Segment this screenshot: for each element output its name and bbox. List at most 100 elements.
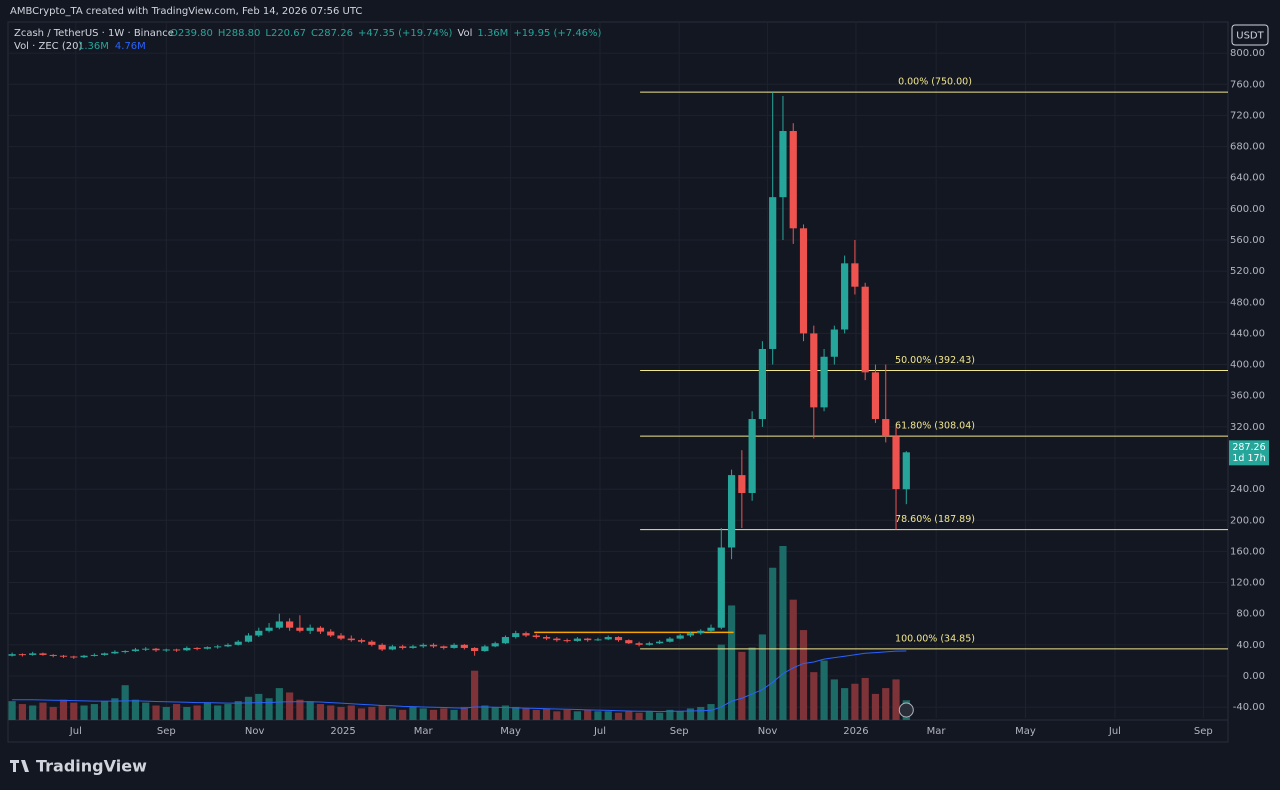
- candle-body: [676, 635, 684, 639]
- footer: [0, 746, 1280, 790]
- y-tick-label: 200.00: [1230, 515, 1265, 526]
- y-tick-label: 480.00: [1230, 297, 1265, 308]
- volume-bar: [49, 706, 57, 720]
- y-tick-label: 720.00: [1230, 110, 1265, 121]
- brand: TradingView: [36, 757, 147, 776]
- volume-bar: [594, 711, 602, 720]
- volume-bar: [419, 708, 427, 720]
- grid: [8, 22, 1228, 718]
- volume-bar: [810, 672, 818, 720]
- candle-body: [614, 637, 623, 641]
- candle-body: [142, 648, 150, 650]
- legend-value: C287.26: [311, 28, 353, 39]
- legend-value: Vol: [457, 28, 472, 39]
- volume-bar: [214, 705, 222, 720]
- legend-value: 1.36M: [477, 28, 508, 39]
- candle-body: [522, 633, 530, 636]
- candle-body: [429, 644, 438, 647]
- candle-body: [512, 633, 520, 638]
- volume-bar: [111, 698, 119, 720]
- candle-body: [347, 638, 355, 641]
- y-tick-label: 320.00: [1230, 422, 1265, 433]
- volume-bar: [471, 670, 479, 720]
- header: AMBCrypto_TA created with TradingView.co…: [10, 6, 362, 17]
- x-tick-label: May: [1015, 726, 1036, 737]
- volume-bar: [779, 546, 787, 720]
- volume-bar: [39, 702, 47, 720]
- volume-bar: [882, 688, 890, 720]
- x-tick-label: Nov: [758, 726, 778, 737]
- candle-body: [748, 419, 756, 494]
- volume-bar: [29, 705, 37, 720]
- volume-bar: [368, 706, 376, 720]
- volume-bar: [286, 692, 294, 720]
- volume-bar: [152, 705, 160, 720]
- y-tick-label: -40.00: [1233, 702, 1265, 713]
- candle-body: [152, 648, 160, 651]
- y-tick-label: 360.00: [1230, 391, 1265, 402]
- volume-bar: [399, 709, 407, 720]
- volume-bar: [244, 696, 253, 720]
- volume-bar: [789, 599, 797, 720]
- candle-body: [39, 653, 47, 655]
- candle-body: [830, 329, 838, 357]
- y-tick-label: 40.00: [1236, 640, 1265, 651]
- candle-body: [121, 651, 129, 653]
- candle-body: [563, 640, 571, 642]
- currency-box[interactable]: [1231, 24, 1269, 46]
- candle-body: [193, 647, 201, 649]
- candle-body: [789, 130, 797, 229]
- price-label: 287.26: [1232, 442, 1265, 453]
- volume-bar: [357, 708, 366, 720]
- volume-bar: [686, 708, 695, 720]
- y-tick-label: 520.00: [1230, 266, 1265, 277]
- candle-body: [419, 644, 427, 647]
- volume-bar: [450, 709, 458, 720]
- y-tick-label: 560.00: [1230, 235, 1265, 246]
- volume-bar: [429, 709, 438, 720]
- volume-bar: [491, 706, 499, 720]
- volume-bar: [830, 679, 838, 720]
- candle-body: [183, 647, 191, 651]
- volume-bar: [481, 705, 489, 720]
- candle-body: [820, 356, 828, 408]
- volume-bar: [841, 688, 849, 720]
- candle-body: [707, 627, 715, 631]
- volume-bar: [522, 708, 530, 720]
- candle-body: [101, 653, 109, 655]
- candle-body: [902, 452, 910, 490]
- x-tick-label: Mar: [927, 726, 947, 737]
- volume-bar: [80, 705, 88, 720]
- volume-bar: [758, 634, 767, 720]
- candle-body: [841, 263, 849, 330]
- candle-body: [471, 647, 479, 652]
- volume-bar: [121, 685, 129, 720]
- volume-bar: [183, 706, 191, 720]
- volume-bar: [697, 706, 705, 720]
- volume-bar: [645, 711, 653, 720]
- candle-body: [59, 655, 68, 657]
- x-tick-label: Mar: [414, 726, 434, 737]
- candle-body: [799, 228, 808, 334]
- candle-body: [666, 638, 674, 642]
- volume-legend-value: 1.36M: [78, 41, 109, 52]
- y-tick-label: 160.00: [1230, 546, 1265, 557]
- currency[interactable]: USDT: [1236, 31, 1264, 42]
- candle-body: [625, 640, 633, 644]
- candle-body: [861, 286, 869, 373]
- volume-bar: [59, 699, 68, 720]
- candle-body: [265, 627, 273, 631]
- candle-body: [882, 419, 890, 437]
- candle-body: [440, 646, 448, 648]
- candle-body: [892, 436, 900, 490]
- candle-body: [553, 638, 561, 641]
- brand-logo: [10, 760, 29, 772]
- y-tick-label: 760.00: [1230, 79, 1265, 90]
- candle-body: [481, 646, 489, 652]
- volume-bar: [70, 702, 78, 720]
- legend-value: O239.80: [170, 28, 213, 39]
- y-tick-label: 640.00: [1230, 173, 1265, 184]
- volume-bar: [162, 706, 170, 720]
- y-tick-label: 800.00: [1230, 48, 1265, 59]
- candle-body: [172, 649, 181, 651]
